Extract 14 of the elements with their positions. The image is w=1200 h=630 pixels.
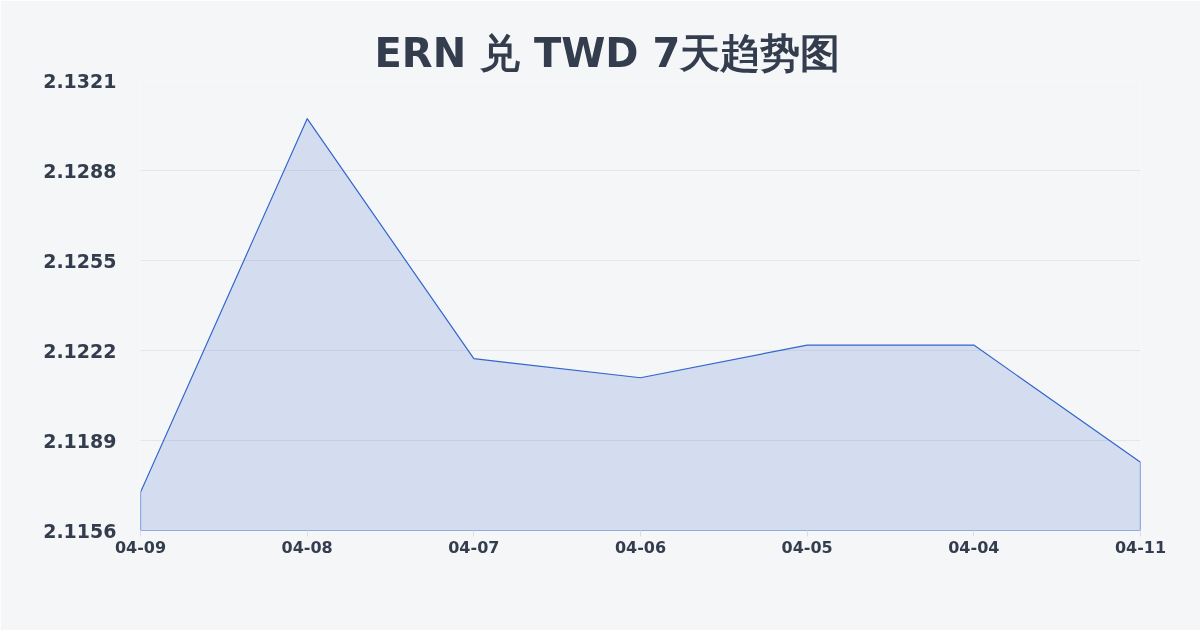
y-tick-label: 2.1321	[43, 69, 117, 92]
y-tick-label: 2.1288	[43, 159, 117, 182]
x-tick-label: 04-04	[948, 537, 1000, 557]
x-tick-label: 04-06	[614, 537, 667, 557]
y-tick-label: 2.1189	[43, 429, 117, 452]
x-tick-label: 04-09	[114, 537, 167, 557]
y-tick-label: 2.1222	[43, 339, 117, 362]
x-tick-label: 04-08	[281, 537, 333, 557]
chart-title: ERN 兑 TWD 7天趋势图	[374, 29, 841, 76]
y-tick-label: 2.1255	[43, 249, 117, 272]
y-tick-label: 2.1156	[43, 519, 117, 542]
x-tick-label: 04-11	[1114, 537, 1167, 557]
x-tick-label: 04-07	[448, 537, 500, 557]
x-tick-label: 04-05	[781, 537, 833, 557]
